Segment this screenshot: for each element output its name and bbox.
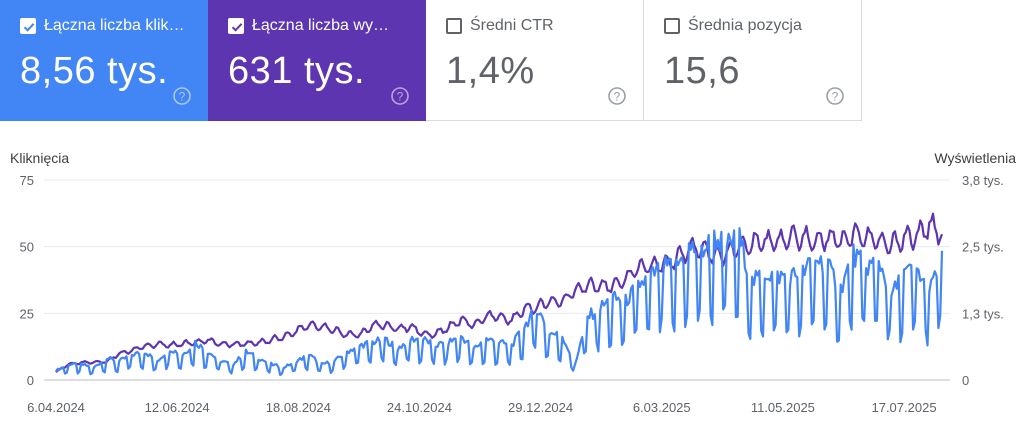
clicks-value: 8,56 tys. bbox=[20, 50, 169, 92]
right-axis-title: Wyświetlenia bbox=[934, 150, 1016, 166]
help-icon[interactable]: ? bbox=[172, 86, 192, 106]
x-tick-label: 24.10.2024 bbox=[387, 400, 452, 415]
left-tick-label: 75 bbox=[20, 173, 34, 188]
svg-text:?: ? bbox=[614, 90, 621, 104]
x-tick-label: 11.05.2025 bbox=[751, 400, 815, 415]
help-icon[interactable]: ? bbox=[607, 86, 627, 106]
x-tick-label: 12.06.2024 bbox=[145, 400, 210, 415]
performance-line-chart: Kliknięcia Wyświetlenia 75 50 25 0 3,8 tys.… bbox=[10, 150, 1016, 415]
clicks-label: Łączna liczba klik… bbox=[44, 17, 185, 34]
position-card-header: Średnia pozycja bbox=[664, 17, 802, 35]
impressions-series-line[interactable] bbox=[55, 212, 944, 374]
x-tick-label: 29.12.2024 bbox=[508, 400, 573, 415]
left-tick-label: 25 bbox=[20, 306, 34, 321]
right-tick-label: 1,3 tys. bbox=[962, 306, 1004, 321]
impressions-label: Łączna liczba wy… bbox=[252, 17, 389, 34]
left-tick-label: 0 bbox=[27, 373, 34, 388]
left-tick-label: 50 bbox=[20, 240, 34, 255]
clicks-checkbox[interactable] bbox=[20, 18, 36, 34]
left-axis-title: Kliknięcia bbox=[10, 150, 69, 166]
ctr-checkbox[interactable] bbox=[446, 18, 462, 34]
svg-text:?: ? bbox=[397, 90, 404, 104]
position-value: 15,6 bbox=[664, 50, 740, 92]
svg-text:?: ? bbox=[179, 90, 186, 104]
right-tick-label: 0 bbox=[962, 373, 969, 388]
series-lines[interactable] bbox=[55, 212, 944, 377]
clicks-card-header: Łączna liczba klik… bbox=[20, 17, 185, 35]
x-axis-ticks: 6.04.2024 12.06.2024 18.08.2024 24.10.2024 2… bbox=[27, 400, 936, 415]
x-tick-label: 18.08.2024 bbox=[266, 400, 331, 415]
clicks-metric-card[interactable]: Łączna liczba klik… 8,56 tys. ? bbox=[0, 0, 208, 121]
position-metric-card[interactable]: Średnia pozycja 15,6 ? bbox=[644, 0, 862, 121]
checkmark-icon bbox=[231, 23, 243, 32]
x-tick-label: 6.04.2024 bbox=[27, 400, 85, 415]
help-icon[interactable]: ? bbox=[390, 86, 410, 106]
left-axis-ticks: 75 50 25 0 bbox=[20, 173, 34, 388]
ctr-card-header: Średni CTR bbox=[446, 17, 554, 35]
right-axis-ticks: 3,8 tys. 2,5 tys. 1,3 tys. 0 bbox=[962, 173, 1004, 388]
svg-text:?: ? bbox=[832, 90, 839, 104]
help-icon[interactable]: ? bbox=[825, 86, 845, 106]
impressions-card-header: Łączna liczba wy… bbox=[228, 17, 389, 35]
impressions-checkbox[interactable] bbox=[228, 18, 244, 34]
x-tick-label: 6.03.2025 bbox=[633, 400, 691, 415]
position-checkbox[interactable] bbox=[664, 18, 680, 34]
checkmark-icon bbox=[23, 23, 35, 32]
impressions-metric-card[interactable]: Łączna liczba wy… 631 tys. ? bbox=[208, 0, 426, 121]
ctr-label: Średni CTR bbox=[470, 17, 554, 34]
ctr-value: 1,4% bbox=[446, 50, 535, 92]
right-tick-label: 3,8 tys. bbox=[962, 173, 1004, 188]
impressions-value: 631 tys. bbox=[228, 50, 366, 92]
right-tick-label: 2,5 tys. bbox=[962, 240, 1004, 255]
grid-lines bbox=[44, 179, 950, 381]
x-tick-label: 17.07.2025 bbox=[871, 400, 936, 415]
ctr-metric-card[interactable]: Średni CTR 1,4% ? bbox=[426, 0, 644, 121]
clicks-series-line[interactable] bbox=[55, 227, 944, 377]
position-label: Średnia pozycja bbox=[688, 17, 802, 34]
